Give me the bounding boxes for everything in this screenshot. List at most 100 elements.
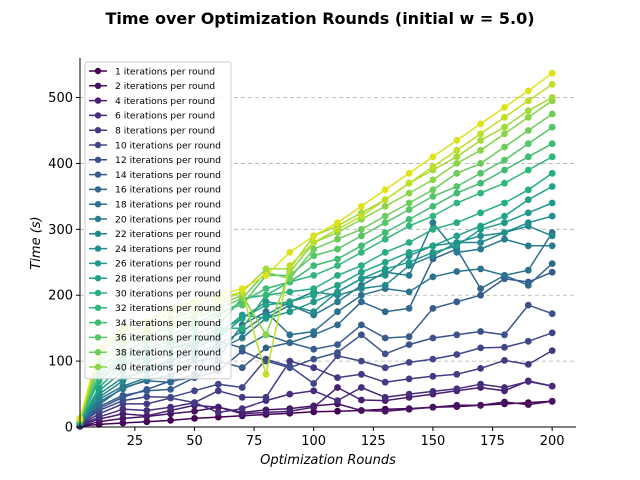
data-point [548,382,556,390]
y-tick-label: 400 [48,157,73,172]
data-point [477,239,484,246]
data-point [191,399,198,406]
data-point [524,97,532,105]
data-point [262,285,270,292]
legend-entry: 4 iterations per round [89,96,215,107]
legend-entry: 12 iterations per round [89,155,221,166]
data-point [310,345,318,353]
data-point [548,242,556,250]
legend-label: 24 iterations per round [115,244,221,255]
data-point [405,333,413,341]
data-point [405,305,413,312]
data-point [381,308,389,316]
x-tick-label: 125 [361,434,386,449]
legend-swatch-marker [94,349,102,356]
data-point [453,169,461,177]
data-point [310,291,318,299]
data-point [262,393,270,401]
data-point [262,272,270,279]
data-point [405,390,413,398]
data-point [238,314,246,322]
data-point [405,239,413,246]
legend-entry: 32 iterations per round [89,303,221,314]
y-tick-label: 300 [48,223,73,238]
series-4 [76,378,556,429]
legend-label: 38 iterations per round [115,348,221,359]
data-point [381,378,389,386]
data-point [358,321,365,329]
data-point [429,305,437,312]
data-point [310,232,318,240]
x-axis-label: Optimization Rounds [260,453,396,468]
data-point [143,387,151,395]
legend-label: 40 iterations per round [115,362,221,373]
legend-swatch-marker [94,275,102,282]
data-point [524,219,532,227]
data-point [429,372,437,380]
data-point [381,364,389,372]
data-point [477,209,484,217]
legend-swatch-marker [94,156,102,163]
data-point [334,255,341,263]
data-point [453,232,461,240]
legend-entry: 28 iterations per round [89,274,221,285]
legend-swatch-marker [94,289,102,297]
data-point [238,344,246,352]
data-point [262,370,270,378]
data-point [429,163,437,171]
y-ticks: 0 100 200 300 400 500 [48,91,80,436]
data-point [381,249,389,256]
data-point [477,232,484,240]
data-point [310,328,318,335]
data-point [524,337,532,345]
data-point [405,249,413,256]
data-point [119,392,127,399]
legend-label: 6 iterations per round [115,111,215,122]
legend-label: 10 iterations per round [115,140,221,151]
data-point [381,212,389,220]
data-point [334,219,341,227]
data-point [143,400,151,408]
data-point [524,186,532,194]
data-point [501,156,508,164]
data-point [358,212,365,220]
data-point [334,272,341,279]
data-point [334,341,341,348]
legend-swatch-marker [94,171,102,178]
data-point [358,202,365,210]
legend-swatch-marker [94,334,102,341]
data-point [334,308,341,316]
x-tick-label: 150 [421,434,446,449]
data-point [334,281,341,289]
data-point [524,209,532,217]
data-point [453,242,461,250]
data-point [358,357,365,365]
data-point [358,396,365,404]
data-point [381,407,389,415]
data-point [453,370,461,378]
data-point [286,390,294,398]
x-tick-label: 175 [480,434,505,449]
data-point [143,412,151,420]
data-point [191,387,198,395]
data-point [524,113,532,121]
data-point [548,140,556,148]
data-point [238,301,246,309]
data-point [286,339,294,347]
data-point [453,401,461,409]
data-point [453,331,461,339]
data-point [334,225,341,233]
data-point [524,266,532,274]
data-point [143,393,151,401]
data-point [524,166,532,174]
data-point [238,285,246,292]
data-point [501,123,508,131]
data-point [191,407,198,415]
data-point [524,196,532,204]
data-point [501,357,508,364]
data-point [405,405,413,413]
data-point [429,219,437,227]
data-point [453,153,461,161]
data-point [358,262,365,269]
